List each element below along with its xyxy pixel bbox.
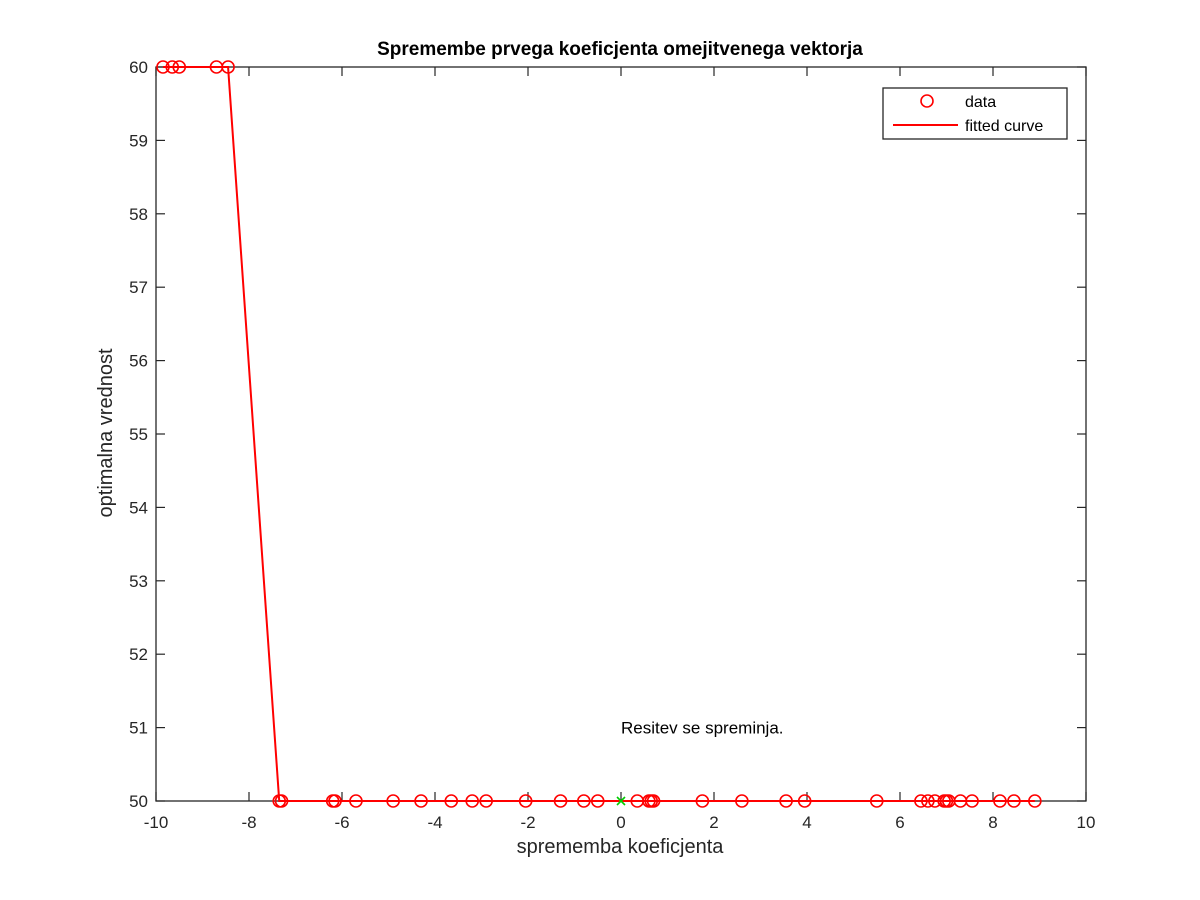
data-point xyxy=(156,60,170,74)
data-point xyxy=(414,794,428,808)
x-tick-label: 8 xyxy=(988,813,997,832)
data-point xyxy=(349,794,363,808)
data-point xyxy=(646,794,661,808)
plot-area: -10 -8 -6 -4 -2 0 2 4 6 8 10 50 51 52 53 54 55 56 57 58 59 60… xyxy=(129,58,1095,832)
data-point xyxy=(1028,794,1042,808)
data-point xyxy=(965,794,979,808)
data-point xyxy=(779,794,793,808)
annotation-text: Resitev se spreminja. xyxy=(621,719,784,738)
data-point xyxy=(1007,794,1021,808)
data-point xyxy=(869,794,884,808)
y-tick-label: 54 xyxy=(129,498,148,517)
data-point xyxy=(274,794,289,808)
x-tick-label: -6 xyxy=(334,813,349,832)
chart-title: Spremembe prvega koeficjenta omejitveneg… xyxy=(377,39,863,60)
data-point xyxy=(328,794,342,808)
x-tick-label: 4 xyxy=(802,813,811,832)
x-tick-label: 10 xyxy=(1077,813,1096,832)
data-point xyxy=(465,794,480,808)
data-point xyxy=(386,794,400,808)
data-point xyxy=(576,794,591,808)
x-tick-label: -4 xyxy=(427,813,442,832)
y-tick-label: 51 xyxy=(129,719,148,738)
data-point xyxy=(921,794,935,808)
data-point xyxy=(993,794,1007,808)
y-tick-label: 60 xyxy=(129,58,148,77)
axes-box xyxy=(155,66,1087,802)
x-axis-title: sprememba koeficjenta xyxy=(517,836,725,858)
data-point xyxy=(444,794,459,808)
current-point-marker xyxy=(616,796,626,806)
legend: data fitted curve xyxy=(882,87,1068,140)
y-tick-label: 50 xyxy=(129,792,148,811)
legend-fit-label: fitted curve xyxy=(965,118,1043,135)
y-axis-title: optimalna vrednost xyxy=(95,348,117,517)
data-point xyxy=(914,794,928,808)
x-tick-label: -2 xyxy=(520,813,535,832)
legend-data-marker xyxy=(920,94,934,108)
data-point xyxy=(553,794,568,808)
data-point xyxy=(172,60,187,74)
y-tick-label: 56 xyxy=(129,352,148,371)
legend-box xyxy=(882,87,1068,140)
legend-data-label: data xyxy=(965,94,996,111)
y-tick-label: 53 xyxy=(129,572,148,591)
x-tick-label: -8 xyxy=(241,813,256,832)
y-tick-label: 57 xyxy=(129,278,148,297)
data-point xyxy=(590,794,605,808)
data-point xyxy=(518,794,533,808)
data-point xyxy=(165,60,180,74)
data-point xyxy=(735,794,749,808)
y-tick-label: 55 xyxy=(129,425,148,444)
data-point xyxy=(479,794,493,808)
y-tick-label: 52 xyxy=(129,645,148,664)
data-point xyxy=(221,60,235,74)
data-point xyxy=(695,794,710,808)
data-point xyxy=(797,794,812,808)
y-tick-label: 58 xyxy=(129,205,148,224)
x-tick-label: 0 xyxy=(616,813,625,832)
y-tick-label: 59 xyxy=(129,131,148,150)
x-tick-label: -10 xyxy=(144,813,169,832)
x-tick-label: 2 xyxy=(709,813,718,832)
x-tick-label: 6 xyxy=(895,813,904,832)
